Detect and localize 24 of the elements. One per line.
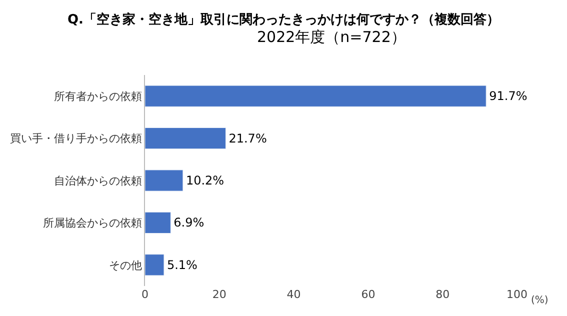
x-tick-label: 100 [506,288,528,301]
y-tick-label: 自治体からの依頼 [54,174,142,188]
data-label: 10.2% [186,174,224,188]
chart-title: Q.「空き家・空き地」取引に関わったきっかけは何ですか？（複数回答） [68,11,500,28]
x-tick-label: 0 [142,288,148,301]
y-tick-label: その他 [108,258,142,272]
data-label: 21.7% [228,131,267,146]
chart-subtitle: 2022年度（n=722） [257,28,406,46]
data-label: 91.7% [489,89,528,104]
x-axis-title: (%) [531,295,548,306]
data-label: 6.9% [174,216,204,230]
x-tick-label: 60 [361,288,376,301]
bar [145,254,164,276]
x-tick-label: 80 [436,288,450,301]
y-tick-label: 買い手・借り手からの依頼 [10,132,142,146]
bar [145,128,226,150]
bar [145,85,486,107]
y-tick-label: 所有者からの依頼 [54,90,142,103]
x-tick-label: 20 [212,288,226,301]
x-tick-label: 40 [286,288,301,301]
data-label: 5.1% [166,258,198,272]
y-tick-label: 所属協会からの依頼 [42,216,142,230]
bar [145,170,184,192]
bar [145,212,171,234]
